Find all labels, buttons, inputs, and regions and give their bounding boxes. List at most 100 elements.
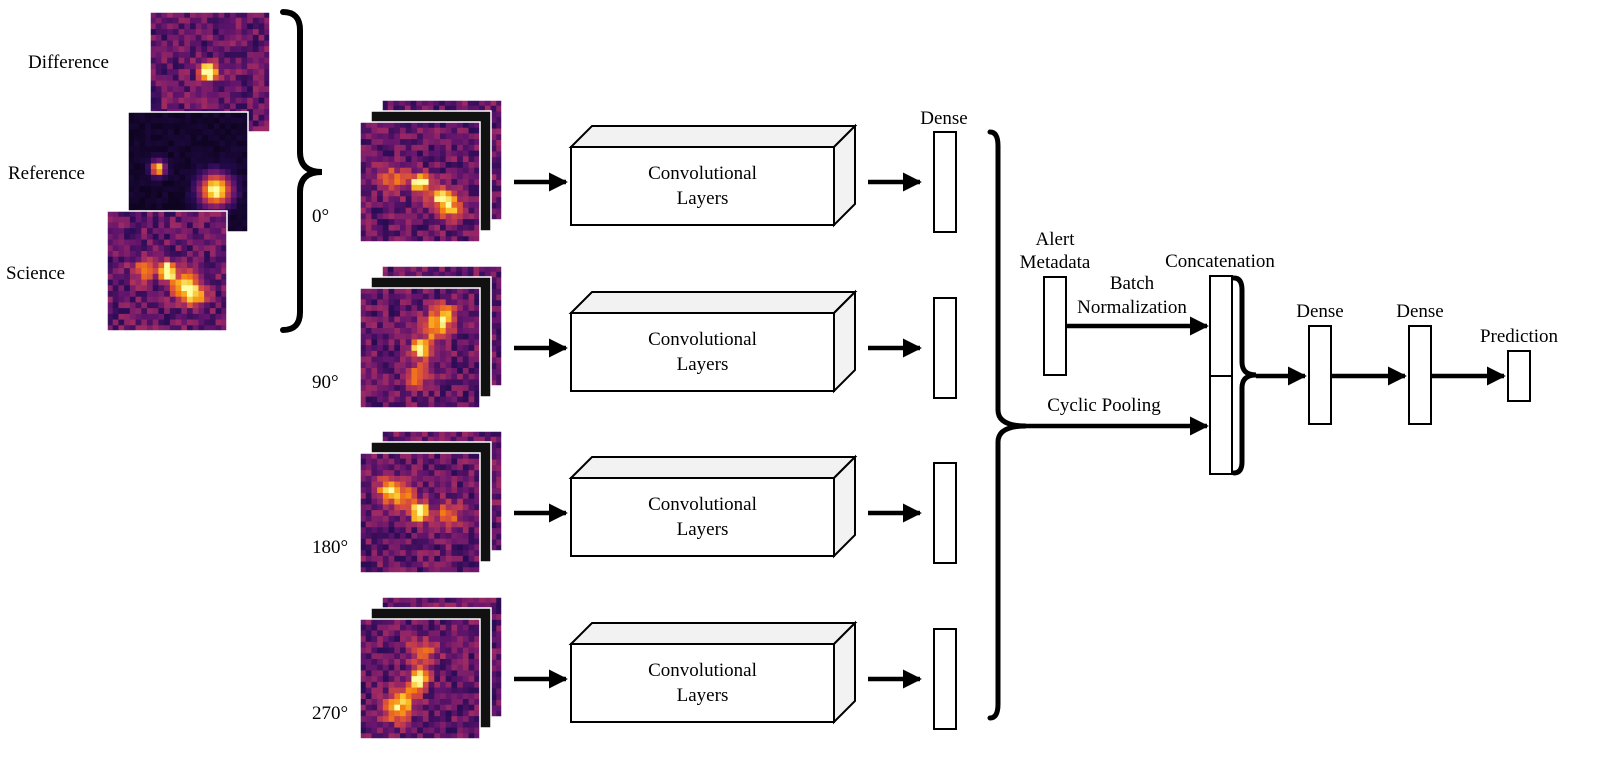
stamp-pixel (394, 487, 401, 494)
stamp-pixel (258, 92, 265, 99)
stamp-pixel (388, 373, 395, 380)
stamp-pixel (440, 179, 447, 186)
stamp-pixel (178, 74, 185, 81)
stamp-pixel (204, 313, 211, 320)
stamp-pixel (428, 733, 435, 740)
stamp-pixel (457, 527, 464, 534)
stamp-pixel (440, 396, 447, 403)
stamp-pixel (417, 493, 424, 500)
stamp-pixel (428, 464, 435, 471)
stamp-pixel (242, 169, 249, 176)
stamp-pixel (221, 273, 228, 280)
stamp-pixel (422, 487, 429, 494)
stamp-pixel (474, 533, 481, 540)
stamp-pixel (175, 228, 182, 235)
stamp-pixel (451, 630, 458, 637)
stamp-pixel (371, 219, 378, 226)
stamp-pixel (411, 636, 418, 643)
stamp-pixel (445, 630, 452, 637)
stamp-pixel (382, 184, 389, 191)
stamp-pixel (439, 602, 446, 609)
stamp-pixel (417, 687, 424, 694)
stamp-pixel (445, 133, 452, 140)
stamp-pixel (445, 487, 452, 494)
stamp-pixel (434, 555, 441, 562)
stamp-pixel (394, 464, 401, 471)
stamp-pixel (112, 239, 119, 246)
stamp-pixel (411, 339, 418, 346)
stamp-pixel (145, 186, 152, 193)
stamp-pixel (393, 105, 400, 112)
stamp-pixel (168, 123, 175, 130)
conv-box-front (570, 643, 835, 723)
stamp-pixel (411, 224, 418, 231)
stamp-pixel (388, 521, 395, 528)
stamp-pixel (474, 196, 481, 203)
stamp-pixel (457, 647, 464, 654)
stamp-pixel (150, 134, 157, 141)
stamp-pixel (394, 630, 401, 637)
stamp-pixel (388, 493, 395, 500)
stamp-pixel (445, 139, 452, 146)
stamp-pixel (400, 396, 407, 403)
stamp-pixel (107, 211, 114, 218)
stamp-pixel (457, 521, 464, 528)
stamp-pixel (417, 288, 424, 295)
stamp-pixel (371, 676, 378, 683)
stamp-pixel (209, 256, 216, 263)
stamp-pixel (382, 641, 389, 648)
stamp-pixel (434, 659, 441, 666)
stamp-pixel (181, 222, 188, 229)
stamp-pixel (440, 693, 447, 700)
stamp-pixel (129, 262, 136, 269)
stamp-pixel (490, 180, 497, 187)
stamp-pixel (457, 515, 464, 522)
stamp-pixel (394, 162, 401, 169)
stamp-pixel (434, 190, 441, 197)
stamp-pixel (428, 127, 435, 134)
stamp-pixel (411, 156, 418, 163)
stamp-pixel (451, 127, 458, 134)
stamp-pixel (496, 300, 503, 307)
stamp-pixel (440, 727, 447, 734)
stamp-pixel (230, 169, 237, 176)
stamp-pixel (474, 515, 481, 522)
stamp-pixel (196, 112, 203, 119)
stamp-pixel (417, 350, 424, 357)
stamp-pixel (496, 648, 503, 655)
stamp-pixel (496, 180, 503, 187)
stamp-pixel (365, 567, 372, 574)
stamp-pixel (225, 152, 232, 159)
stamp-pixel (175, 273, 182, 280)
stamp-pixel (107, 228, 114, 235)
stamp-pixel (184, 12, 191, 19)
stamp-pixel (371, 716, 378, 723)
stamp-pixel (474, 687, 481, 694)
stamp-pixel (175, 308, 182, 315)
stamp-pixel (410, 271, 417, 278)
stamp-pixel (213, 117, 220, 124)
stamp-pixel (474, 641, 481, 648)
stamp-pixel (185, 152, 192, 159)
stamp-pixel (468, 162, 475, 169)
stamp-pixel (192, 268, 199, 275)
stamp-pixel (360, 487, 367, 494)
stamp-pixel (434, 653, 441, 660)
stamp-pixel (474, 647, 481, 654)
stamp-pixel (158, 285, 165, 292)
stamp-pixel (124, 256, 131, 263)
stamp-pixel (152, 251, 159, 258)
stamp-pixel (411, 379, 418, 386)
stamp-pixel (405, 173, 412, 180)
stamp-pixel (192, 285, 199, 292)
stamp-pixel (428, 333, 435, 340)
stamp-pixel (156, 174, 163, 181)
stamp-pixel (230, 52, 237, 59)
stamp-pixel (371, 630, 378, 637)
stamp-pixel (212, 23, 219, 30)
dense-2-label: Dense (1396, 301, 1443, 322)
stamp-pixel (377, 659, 384, 666)
stamp-pixel (221, 233, 228, 240)
stamp-pixel (218, 57, 225, 64)
stamp-pixel (490, 100, 497, 107)
